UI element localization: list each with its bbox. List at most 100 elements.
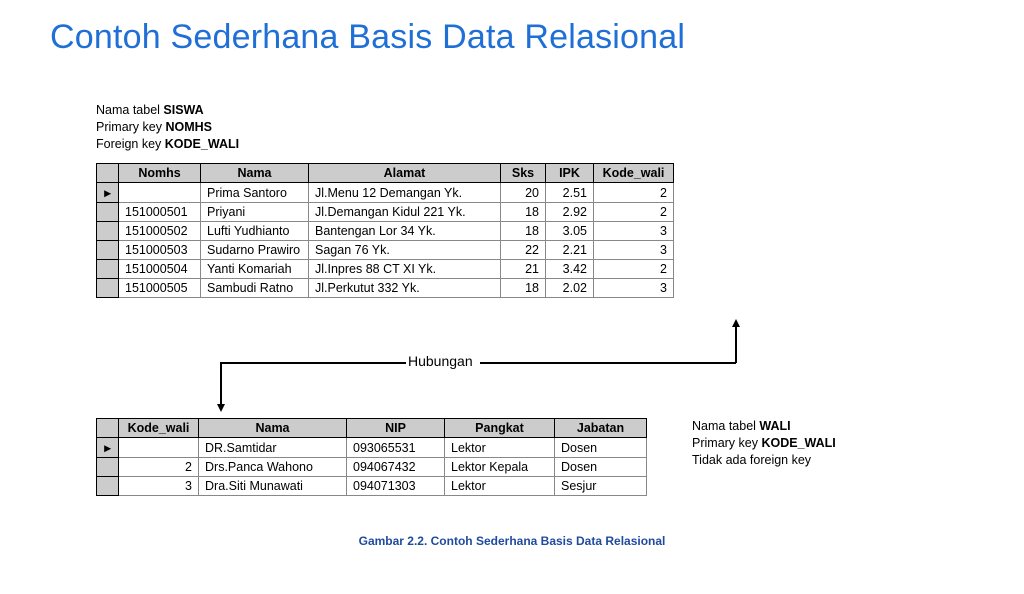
table-row: 2Drs.Panca Wahono094067432Lektor KepalaD… [97,458,647,477]
table-cell: Jl.Inpres 88 CT XI Yk. [309,260,501,279]
row-handle [97,260,119,279]
connector-line [735,326,737,363]
column-header: Nomhs [119,164,201,183]
table-cell: 2.02 [546,279,594,298]
table-cell: Lektor [445,477,555,496]
table-cell: 18 [501,203,546,222]
row-handle: ▸ [97,438,119,458]
arrowhead-down-icon [217,404,225,412]
column-header: Alamat [309,164,501,183]
table-cell: 151000501 [119,203,201,222]
table-cell: 2.51 [546,183,594,203]
meta1-line2-bold: NOMHS [165,120,212,134]
table-cell: 3.05 [546,222,594,241]
meta2-line2-prefix: Primary key [692,436,761,450]
table-row: 151000504Yanti KomariahJl.Inpres 88 CT X… [97,260,674,279]
column-header: Kode_wali [119,419,199,438]
relation-label: Hubungan [408,353,473,369]
table-cell: 2 [119,458,199,477]
table-cell: Jl.Demangan Kidul 221 Yk. [309,203,501,222]
table-cell: 093065531 [347,438,445,458]
meta2-line1-bold: WALI [759,419,790,433]
table-cell: Sudarno Prawiro [201,241,309,260]
table-siswa-wrap: NomhsNamaAlamatSksIPKKode_wali▸151000500… [96,163,674,298]
table-cell: Lektor Kepala [445,458,555,477]
table-row: 151000501PriyaniJl.Demangan Kidul 221 Yk… [97,203,674,222]
table-cell: 2 [594,183,674,203]
column-header: Nama [201,164,309,183]
meta1-line1-bold: SISWA [163,103,203,117]
table-cell: 151000504 [119,260,201,279]
table-cell: 3 [119,477,199,496]
table-cell: 3.42 [546,260,594,279]
table-wali-wrap: Kode_waliNamaNIPPangkatJabatan▸1DR.Samti… [96,418,647,496]
row-handle [97,279,119,298]
column-header: Kode_wali [594,164,674,183]
row-handle [97,241,119,260]
table-cell: Bantengan Lor 34 Yk. [309,222,501,241]
table-wali: Kode_waliNamaNIPPangkatJabatan▸1DR.Samti… [96,418,647,496]
table-cell: 3 [594,241,674,260]
meta1-line1-prefix: Nama tabel [96,103,163,117]
table-cell: 2 [594,203,674,222]
table-cell: 1 [119,438,199,458]
table-cell: Lektor [445,438,555,458]
column-header: Pangkat [445,419,555,438]
table2-meta: Nama tabel WALI Primary key KODE_WALI Ti… [692,418,836,469]
table-cell: Dra.Siti Munawati [199,477,347,496]
table-cell: 3 [594,222,674,241]
row-handle [97,458,119,477]
table-cell: Dosen [555,458,647,477]
column-header: Sks [501,164,546,183]
table-cell: 151000502 [119,222,201,241]
table-cell: 18 [501,279,546,298]
table-row: 3Dra.Siti Munawati094071303LektorSesjur [97,477,647,496]
table-row: 151000503Sudarno PrawiroSagan 76 Yk.222.… [97,241,674,260]
column-header: IPK [546,164,594,183]
table-cell: Prima Santoro [201,183,309,203]
table-cell: Sambudi Ratno [201,279,309,298]
table-cell: Priyani [201,203,309,222]
table-cell: 151000503 [119,241,201,260]
meta2-line2-bold: KODE_WALI [761,436,835,450]
table-row: 151000502Lufti YudhiantoBantengan Lor 34… [97,222,674,241]
row-handle [97,477,119,496]
table-row: ▸151000500Prima SantoroJl.Menu 12 Demang… [97,183,674,203]
table-cell: 18 [501,222,546,241]
page-title: Contoh Sederhana Basis Data Relasional [50,18,1024,57]
meta2-line3: Tidak ada foreign key [692,452,836,469]
table1-meta: Nama tabel SISWA Primary key NOMHS Forei… [96,102,239,153]
table-row: 151000505Sambudi RatnoJl.Perkutut 332 Yk… [97,279,674,298]
table-cell: 151000500 [119,183,201,203]
table-cell: 21 [501,260,546,279]
table-row: ▸1DR.Samtidar093065531LektorDosen [97,438,647,458]
table-cell: 2.21 [546,241,594,260]
table-cell: 094071303 [347,477,445,496]
meta1-line3-prefix: Foreign key [96,137,165,151]
row-handle [97,203,119,222]
table-siswa: NomhsNamaAlamatSksIPKKode_wali▸151000500… [96,163,674,298]
row-handle: ▸ [97,183,119,203]
table-cell: 094067432 [347,458,445,477]
connector-line [480,362,736,364]
table-cell: Dosen [555,438,647,458]
table-cell: 22 [501,241,546,260]
table-cell: Drs.Panca Wahono [199,458,347,477]
table-cell: Sesjur [555,477,647,496]
table-cell: 3 [594,279,674,298]
row-handle-header [97,419,119,438]
figure-caption: Gambar 2.2. Contoh Sederhana Basis Data … [0,534,1024,548]
table-cell: DR.Samtidar [199,438,347,458]
row-handle-header [97,164,119,183]
table-cell: Sagan 76 Yk. [309,241,501,260]
table-cell: Lufti Yudhianto [201,222,309,241]
table-cell: 20 [501,183,546,203]
row-handle [97,222,119,241]
meta1-line3-bold: KODE_WALI [165,137,239,151]
connector-line [220,362,406,364]
meta1-line2-prefix: Primary key [96,120,165,134]
connector-line [220,362,222,406]
column-header: NIP [347,419,445,438]
table-cell: Jl.Perkutut 332 Yk. [309,279,501,298]
arrowhead-up-icon [732,319,740,327]
